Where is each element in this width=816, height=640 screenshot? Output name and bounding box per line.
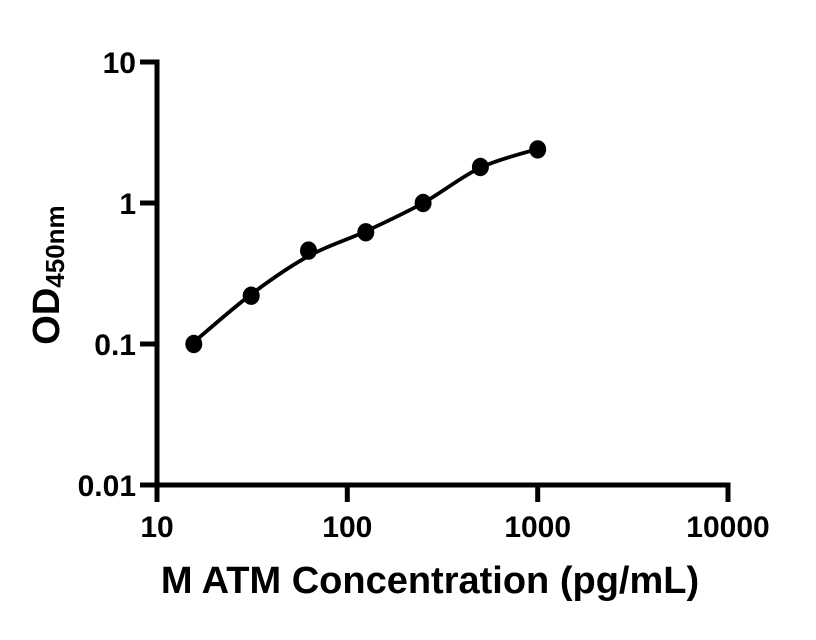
data-point — [300, 241, 317, 260]
x-tick-label: 1000 — [504, 511, 571, 544]
standard-curve-fit-line — [191, 147, 540, 345]
y-axis-title-subscript: 450nm — [40, 205, 70, 288]
data-point — [471, 157, 489, 177]
x-tick-label: 100 — [322, 511, 372, 544]
x-tick-label: 10000 — [686, 511, 769, 544]
data-point — [357, 223, 375, 242]
data-point — [185, 334, 203, 354]
data-point — [242, 286, 260, 305]
data-point — [529, 140, 547, 159]
x-tick-label: 10 — [140, 511, 173, 544]
y-tick-label: 0.1 — [94, 329, 136, 362]
x-axis-title: M ATM Concentration (pg/mL) — [160, 560, 700, 602]
y-tick-label: 0.01 — [78, 470, 136, 503]
y-tick-label: 1 — [119, 188, 136, 221]
data-point — [414, 193, 432, 213]
y-tick-label: 10 — [103, 47, 136, 80]
y-axis-title: OD450nm — [21, 147, 73, 403]
y-axis-title-text: OD — [26, 287, 68, 345]
